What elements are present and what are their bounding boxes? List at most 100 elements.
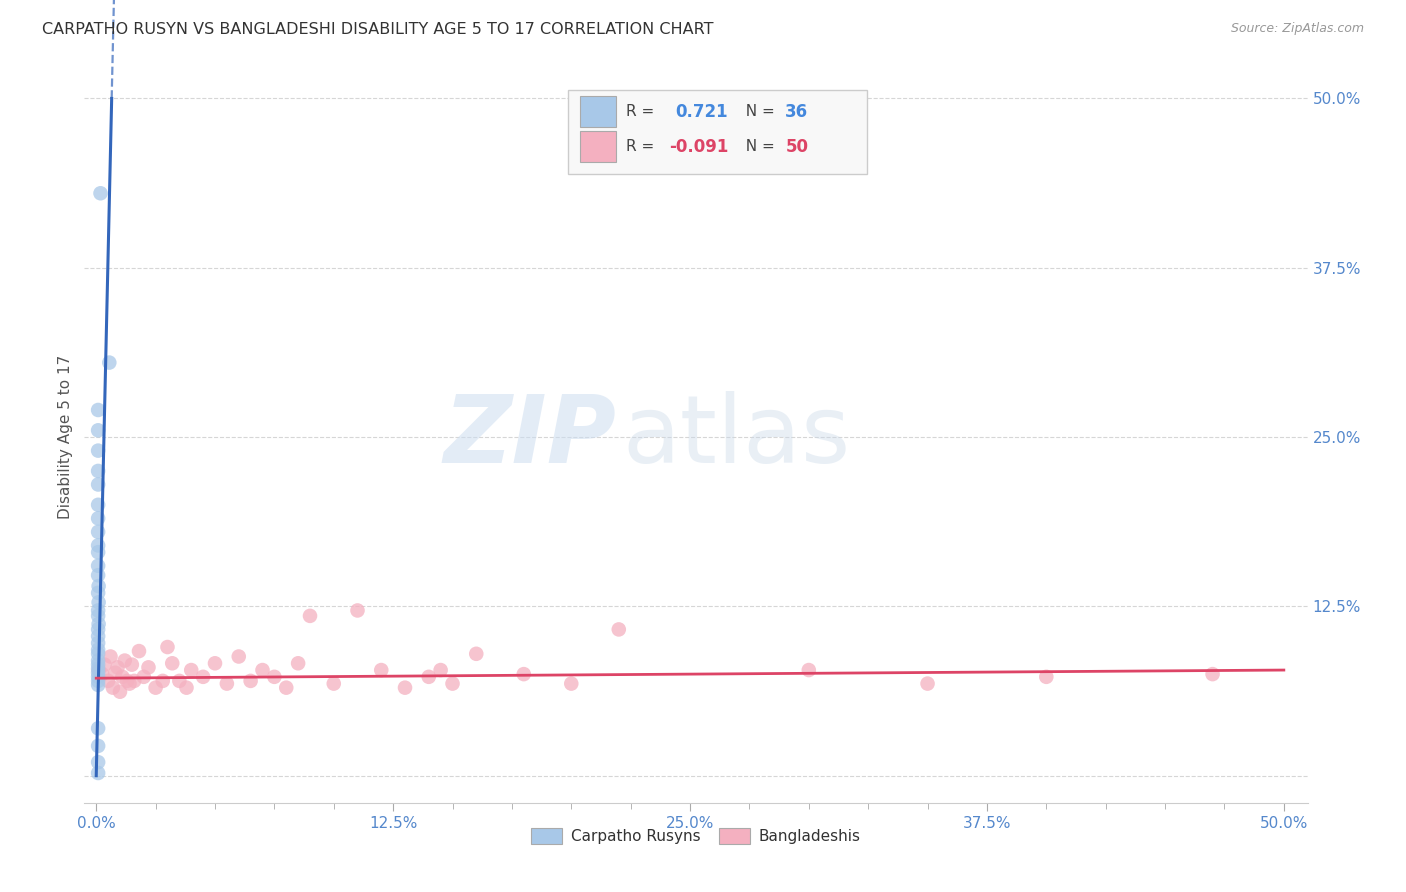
Point — [118, 676, 141, 690]
Point — [191, 670, 214, 684]
Point — [87, 766, 110, 780]
Point — [87, 654, 110, 668]
Text: N =: N = — [737, 139, 780, 154]
Point — [87, 629, 110, 643]
Legend: Carpatho Rusyns, Bangladeshis: Carpatho Rusyns, Bangladeshis — [526, 822, 866, 850]
Point — [87, 524, 110, 539]
Point — [441, 676, 464, 690]
Point — [418, 670, 440, 684]
Point — [87, 511, 110, 525]
Point — [145, 681, 167, 695]
Point — [263, 670, 285, 684]
Point — [87, 608, 110, 623]
Point — [228, 649, 250, 664]
Point — [128, 644, 150, 658]
Point — [87, 617, 110, 632]
Point — [107, 660, 129, 674]
Point — [87, 568, 110, 582]
Point — [108, 684, 131, 698]
Bar — [579, 96, 616, 127]
Point — [87, 657, 110, 672]
Point — [287, 657, 309, 671]
Text: atlas: atlas — [623, 391, 851, 483]
Point — [87, 579, 110, 593]
Text: R =: R = — [626, 104, 664, 120]
Point — [162, 657, 184, 671]
Point — [115, 673, 138, 688]
Point — [276, 681, 298, 695]
Point — [91, 667, 114, 681]
Point — [87, 663, 110, 677]
FancyBboxPatch shape — [568, 90, 868, 174]
Point — [87, 662, 110, 676]
Point — [104, 665, 127, 680]
Bar — [579, 131, 616, 162]
Text: ZIP: ZIP — [443, 391, 616, 483]
Text: -0.091: -0.091 — [669, 137, 728, 156]
Text: 0.721: 0.721 — [675, 103, 728, 120]
Point — [152, 673, 174, 688]
Point — [87, 558, 110, 573]
Point — [298, 608, 321, 623]
Text: 50: 50 — [786, 137, 808, 156]
Point — [87, 595, 110, 609]
Point — [87, 538, 110, 552]
Point — [252, 663, 274, 677]
Point — [156, 640, 179, 654]
Point — [322, 676, 344, 690]
Point — [560, 676, 582, 690]
Text: 36: 36 — [786, 103, 808, 120]
Point — [114, 654, 136, 668]
Point — [1201, 667, 1223, 681]
Point — [87, 636, 110, 650]
Point — [87, 642, 110, 657]
Point — [97, 673, 120, 688]
Point — [87, 603, 110, 617]
Point — [394, 681, 416, 695]
Text: CARPATHO RUSYN VS BANGLADESHI DISABILITY AGE 5 TO 17 CORRELATION CHART: CARPATHO RUSYN VS BANGLADESHI DISABILITY… — [42, 22, 714, 37]
Point — [87, 623, 110, 637]
Point — [87, 443, 110, 458]
Point — [169, 673, 191, 688]
Point — [429, 663, 451, 677]
Point — [87, 673, 110, 688]
Point — [87, 670, 110, 684]
Point — [89, 186, 111, 201]
Text: N =: N = — [737, 104, 780, 120]
Point — [87, 647, 110, 661]
Point — [87, 464, 110, 478]
Point — [513, 667, 536, 681]
Point — [87, 755, 110, 769]
Text: Source: ZipAtlas.com: Source: ZipAtlas.com — [1230, 22, 1364, 36]
Point — [346, 603, 368, 617]
Point — [87, 403, 110, 417]
Point — [370, 663, 392, 677]
Point — [176, 681, 198, 695]
Point — [607, 623, 630, 637]
Point — [111, 670, 134, 684]
Point — [87, 586, 110, 600]
Point — [1035, 670, 1057, 684]
Point — [122, 673, 145, 688]
Point — [121, 657, 143, 672]
Point — [98, 355, 121, 369]
Point — [797, 663, 820, 677]
Point — [917, 676, 939, 690]
Point — [132, 670, 155, 684]
Point — [239, 673, 262, 688]
Point — [204, 657, 226, 671]
Point — [87, 739, 110, 753]
Point — [87, 498, 110, 512]
Point — [215, 676, 238, 690]
Point — [87, 665, 110, 680]
Y-axis label: Disability Age 5 to 17: Disability Age 5 to 17 — [58, 355, 73, 519]
Point — [100, 649, 122, 664]
Point — [138, 660, 160, 674]
Point — [87, 423, 110, 437]
Point — [180, 663, 202, 677]
Point — [465, 647, 488, 661]
Text: R =: R = — [626, 139, 659, 154]
Point — [87, 678, 110, 692]
Point — [87, 477, 110, 491]
Point — [93, 657, 115, 672]
